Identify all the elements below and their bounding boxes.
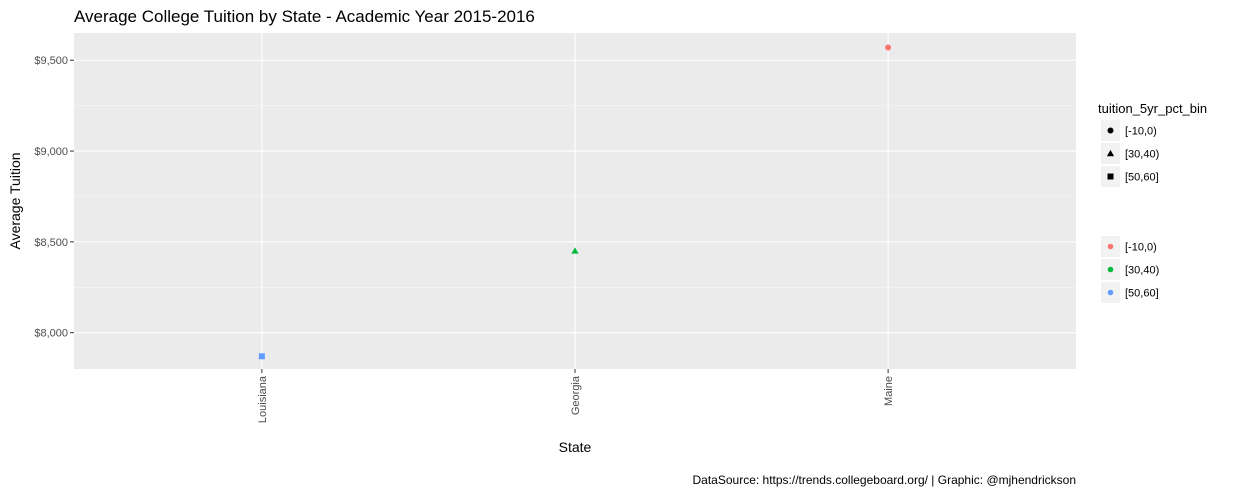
x-tick-label: Maine [883, 376, 895, 406]
legend-shape-square [1107, 173, 1114, 180]
y-tick-label: $9,000 [34, 146, 68, 158]
y-axis-title: Average Tuition [7, 152, 23, 249]
y-tick-label: $8,000 [34, 328, 68, 340]
legend: [-10,0) [30,40) [50,60] [-10,0) [30,40) [50,6… [1101, 120, 1159, 303]
data-points [258, 44, 892, 360]
x-tick-label: Louisiana [257, 375, 269, 423]
legend-label: [30,40) [1125, 265, 1159, 277]
legend-color-swatch [1107, 243, 1114, 250]
y-axis-ticks: $8,000 $8,500 $9,000 $9,500 [34, 55, 74, 340]
x-axis-ticks: Louisiana Georgia Maine [257, 369, 895, 423]
chart-title: Average College Tuition by State - Acade… [74, 7, 535, 26]
legend-label: [50,60] [1125, 172, 1159, 184]
legend-label: [30,40) [1125, 149, 1159, 161]
legend-shape-triangle [1106, 149, 1115, 157]
legend-color-swatch [1107, 289, 1114, 296]
data-point-georgia [571, 247, 579, 254]
grid-lines [74, 33, 1076, 369]
legend-title: tuition_5yr_pct_bin [1098, 101, 1207, 116]
legend-label: [-10,0) [1125, 242, 1157, 254]
legend-color-swatch [1107, 266, 1114, 273]
data-point-louisiana [258, 353, 265, 360]
data-point-maine [885, 44, 892, 51]
y-tick-label: $8,500 [34, 237, 68, 249]
y-tick-label: $9,500 [34, 55, 68, 67]
legend-shape-circle [1107, 127, 1114, 134]
chart-caption: DataSource: https://trends.collegeboard.… [693, 473, 1077, 487]
x-tick-label: Georgia [570, 375, 582, 415]
legend-label: [-10,0) [1125, 126, 1157, 138]
x-axis-title: State [559, 439, 592, 455]
legend-label: [50,60] [1125, 288, 1159, 300]
